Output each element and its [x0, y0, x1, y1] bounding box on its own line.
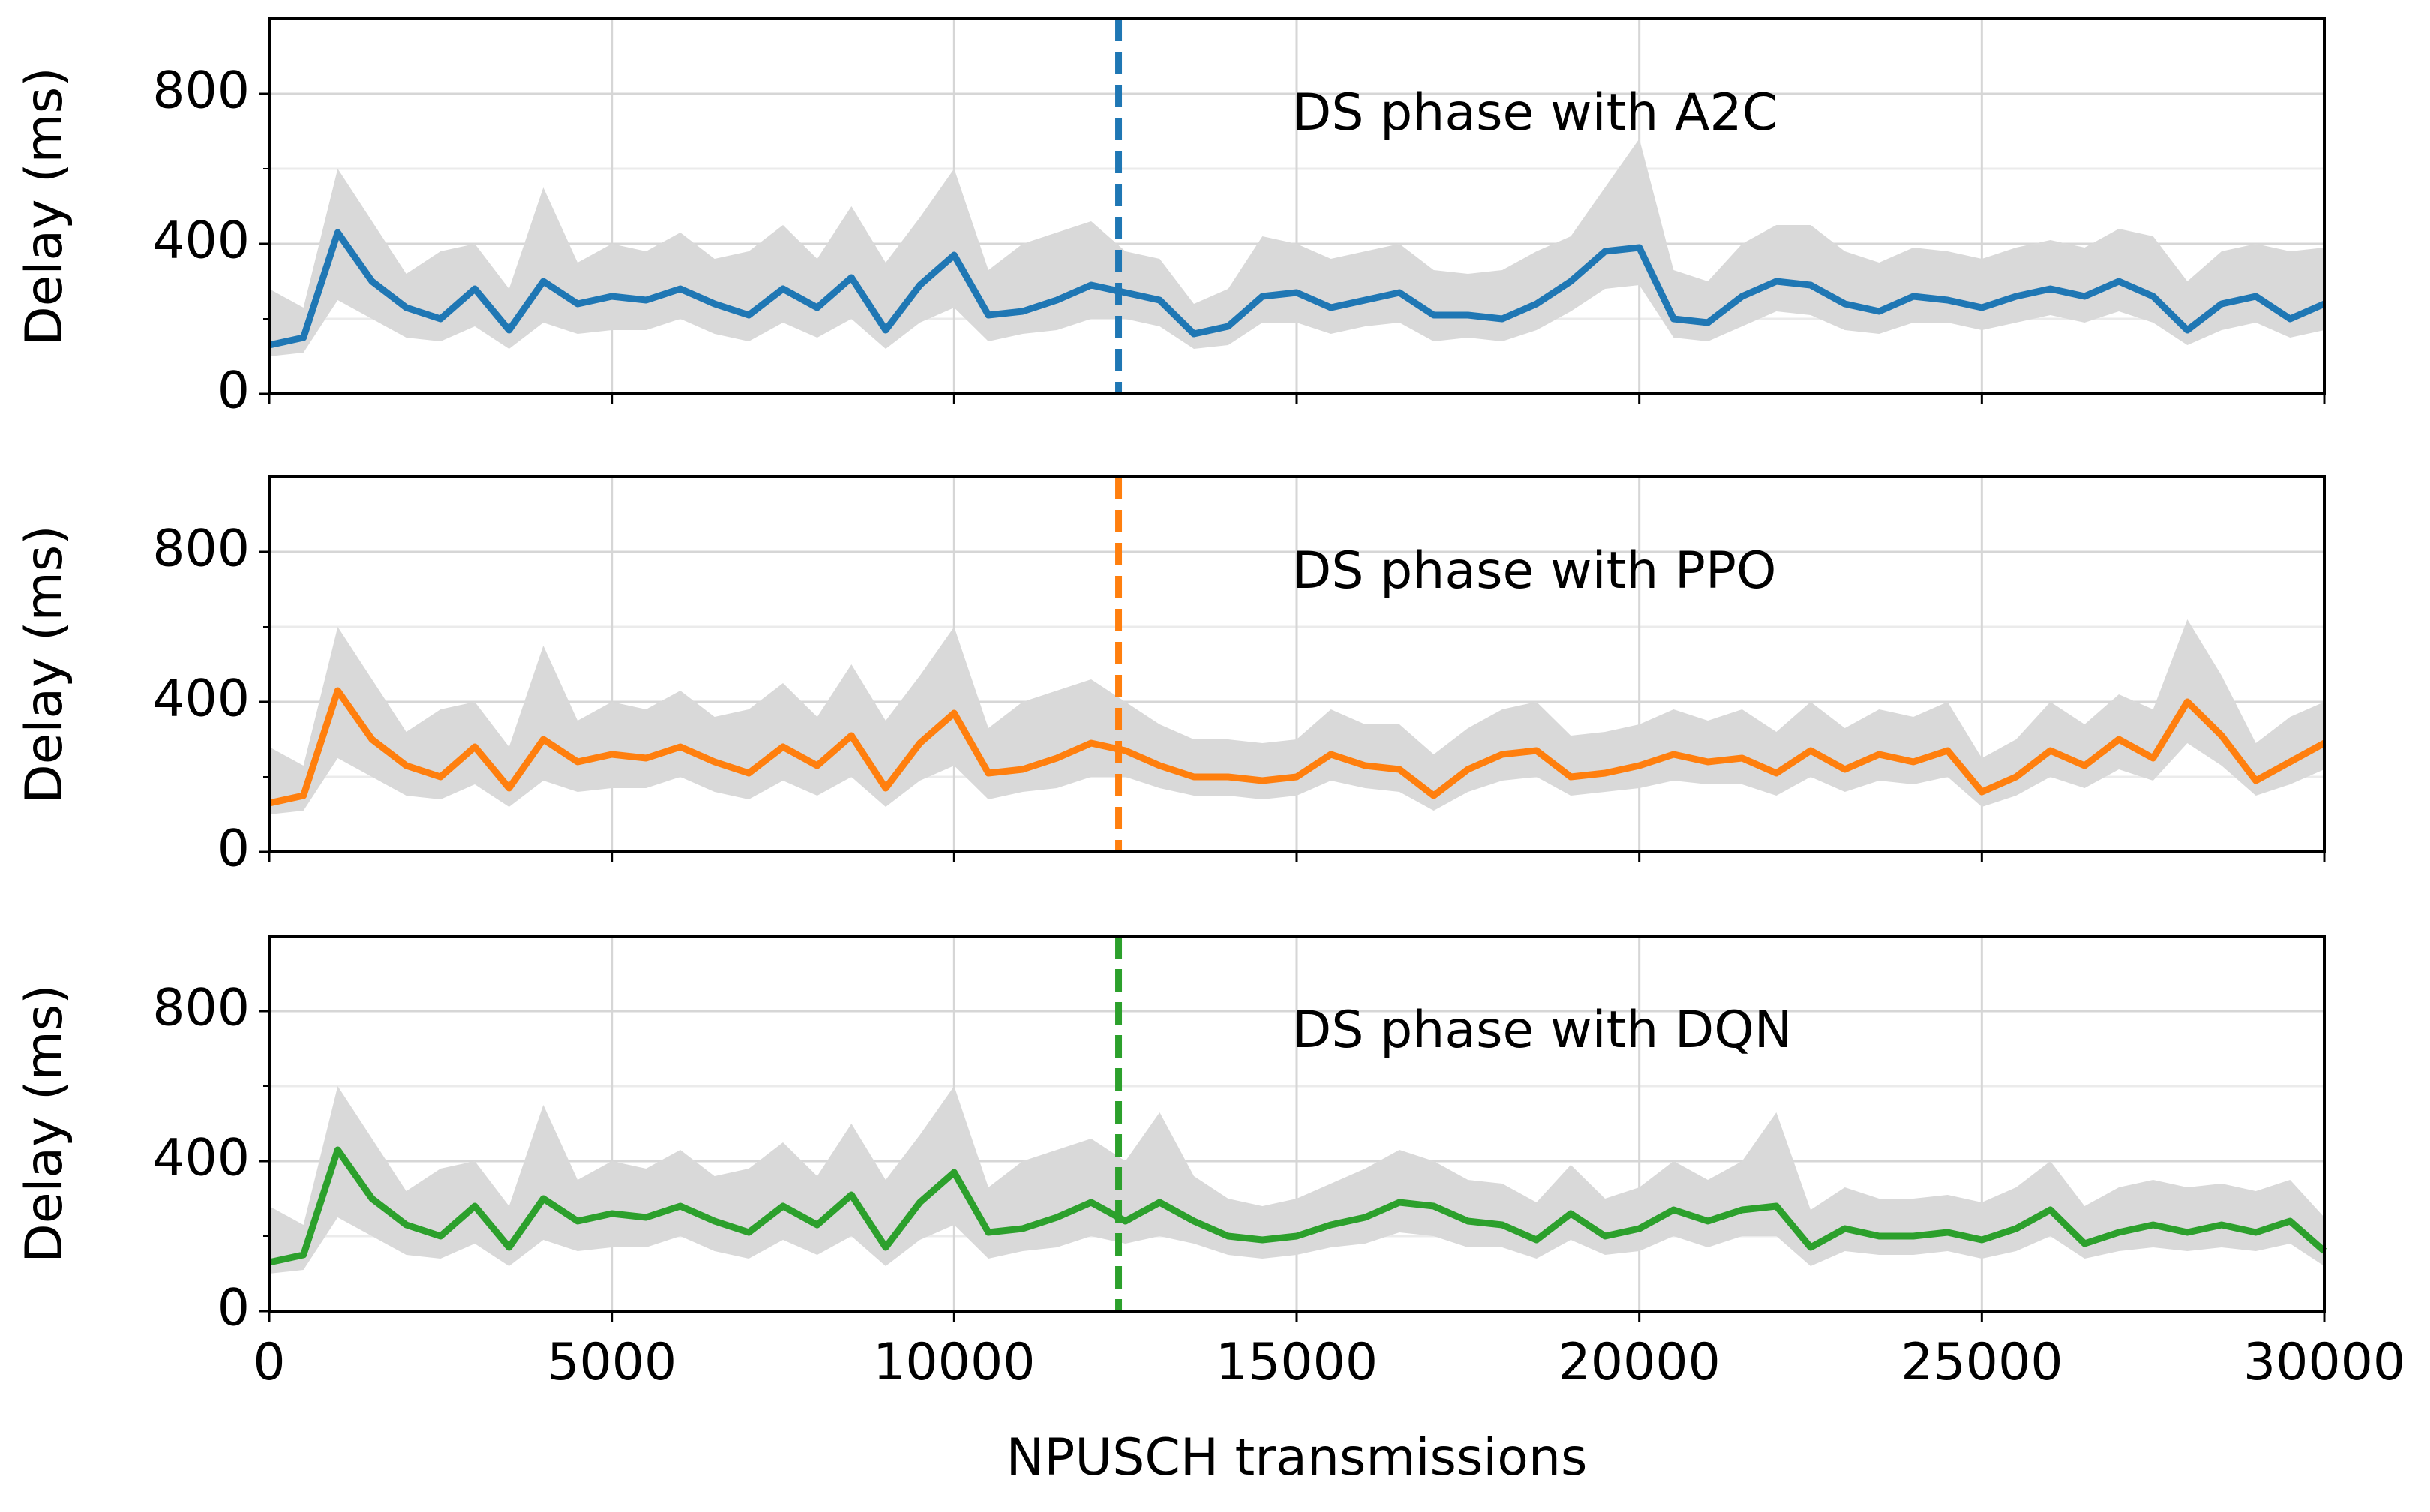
x-tick-label: 10000: [873, 1333, 1035, 1392]
y-tick-label: 0: [218, 362, 250, 421]
band: [269, 1086, 2324, 1274]
y-tick-label: 800: [152, 62, 250, 121]
annotation: DS phase with PPO: [1292, 542, 1776, 601]
x-tick-label: 15000: [1216, 1333, 1378, 1392]
y-tick-label: 400: [152, 212, 250, 271]
y-tick-label: 0: [218, 820, 250, 879]
x-tick-label: 25000: [1900, 1333, 2062, 1392]
line: [268, 687, 2326, 807]
x-tick-label: 0: [253, 1333, 285, 1392]
x-tick-label: 5000: [547, 1333, 676, 1392]
x-axis-label: NPUSCH transmissions: [1006, 1428, 1588, 1487]
x-tick-label: 20000: [1558, 1333, 1720, 1392]
annotation: DS phase with DQN: [1292, 1000, 1792, 1060]
y-tick-label: 800: [152, 520, 250, 579]
y-tick-label: 0: [218, 1279, 250, 1338]
line: [268, 1146, 2326, 1266]
y-tick-label: 400: [152, 670, 250, 729]
y-axis-label: Delay (ms): [15, 984, 74, 1262]
y-tick-label: 800: [152, 979, 250, 1038]
annotation: DS phase with A2C: [1292, 83, 1778, 142]
y-axis-label: Delay (ms): [15, 67, 74, 345]
line: [268, 229, 2326, 349]
band: [269, 139, 2324, 356]
x-tick-label: 30000: [2243, 1333, 2405, 1392]
band: [269, 620, 2324, 814]
y-tick-label: 400: [152, 1129, 250, 1188]
y-axis-label: Delay (ms): [15, 525, 74, 803]
